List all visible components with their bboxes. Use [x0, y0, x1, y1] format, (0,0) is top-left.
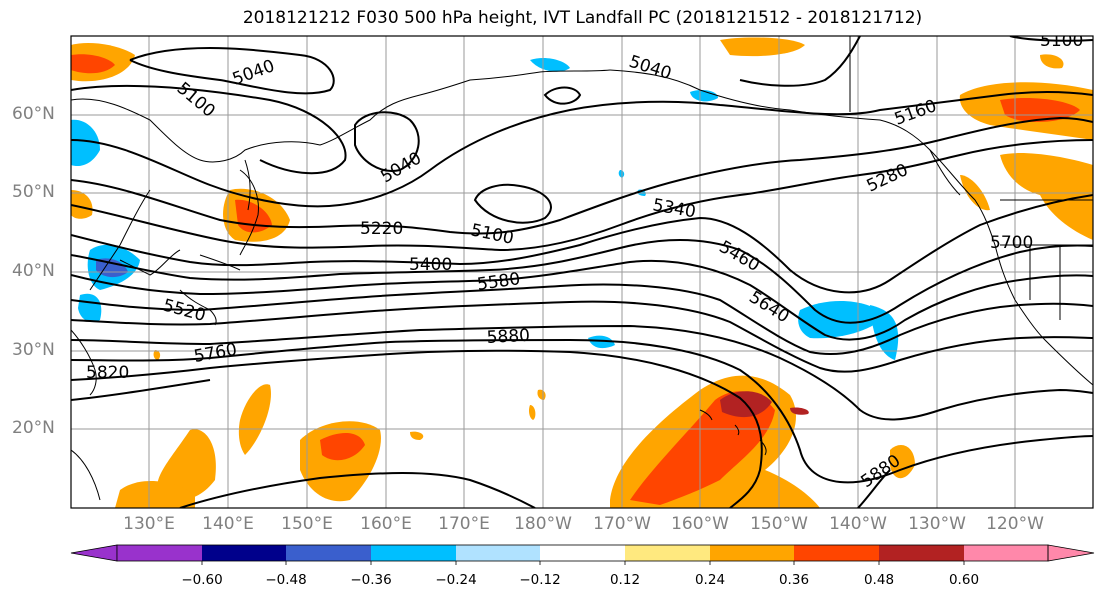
colorbar — [70, 544, 1095, 565]
lon-label: 180°W — [514, 514, 572, 534]
contour-label: 5040 — [230, 56, 277, 90]
lon-label: 140°E — [202, 514, 254, 534]
contour-label: 5400 — [409, 255, 452, 275]
colorbar-tick-label: −0.12 — [519, 572, 561, 588]
colorbar-tick-label: −0.60 — [181, 572, 223, 588]
plot-title: 2018121212 F030 500 hPa height, IVT Land… — [242, 8, 923, 28]
map-frame — [70, 35, 1094, 509]
colorbar-tick-label: 0.36 — [778, 572, 810, 588]
lon-label: 170°W — [593, 514, 651, 534]
graticule — [71, 36, 1093, 508]
contour-label: 5340 — [651, 195, 697, 222]
lon-label: 130°E — [123, 514, 175, 534]
coastlines — [71, 36, 1093, 501]
lon-label: 120°W — [986, 514, 1044, 534]
colorbar-tick-label: 0.48 — [863, 572, 895, 588]
contour-label: 5040 — [626, 52, 673, 84]
contour-label: 5700 — [990, 233, 1033, 253]
contour-label: 5520 — [161, 296, 208, 327]
contour-label: 5040 — [378, 148, 425, 187]
colorbar-min-extend — [70, 544, 118, 562]
colorbar-tick-label: −0.24 — [435, 572, 477, 588]
contour-label: 5820 — [86, 363, 129, 383]
height-contours — [71, 36, 1093, 508]
lat-label: 60°N — [12, 104, 55, 124]
lat-label: 50°N — [12, 182, 55, 202]
contour-label: 5220 — [360, 219, 403, 239]
contour-label: 5280 — [864, 160, 912, 196]
colorbar-max-extend — [1047, 544, 1095, 562]
colorbar-tick-label: −0.36 — [350, 572, 392, 588]
map-area: 5040 5100 5040 5040 5160 5280 5340 5220 … — [71, 31, 1093, 508]
lon-label: 150°E — [281, 514, 333, 534]
colorbar-tick-label: 0.24 — [694, 572, 726, 588]
colorbar-tick-label: 0.60 — [948, 572, 980, 588]
contour-label: 5580 — [476, 269, 522, 295]
lon-label: 160°E — [360, 514, 412, 534]
lat-label: 30°N — [12, 340, 55, 360]
contour-label: 5100 — [469, 220, 515, 249]
contour-label: 5160 — [892, 96, 939, 130]
contour-label: 5100 — [1040, 31, 1083, 51]
lat-label: 40°N — [12, 261, 55, 281]
colorbar-tick-label: 0.12 — [609, 572, 641, 588]
lon-label: 140°W — [829, 514, 887, 534]
lon-label: 160°W — [671, 514, 729, 534]
lon-label: 150°W — [750, 514, 808, 534]
lat-label: 20°N — [12, 418, 55, 438]
contour-labels: 5040 5100 5040 5040 5160 5280 5340 5220 … — [86, 31, 1083, 492]
lon-label: 170°E — [438, 514, 490, 534]
lon-label: 130°W — [908, 514, 966, 534]
colorbar-tick-label: −0.48 — [265, 572, 307, 588]
contour-label: 5880 — [486, 326, 530, 348]
contour-label: 5460 — [716, 237, 763, 276]
